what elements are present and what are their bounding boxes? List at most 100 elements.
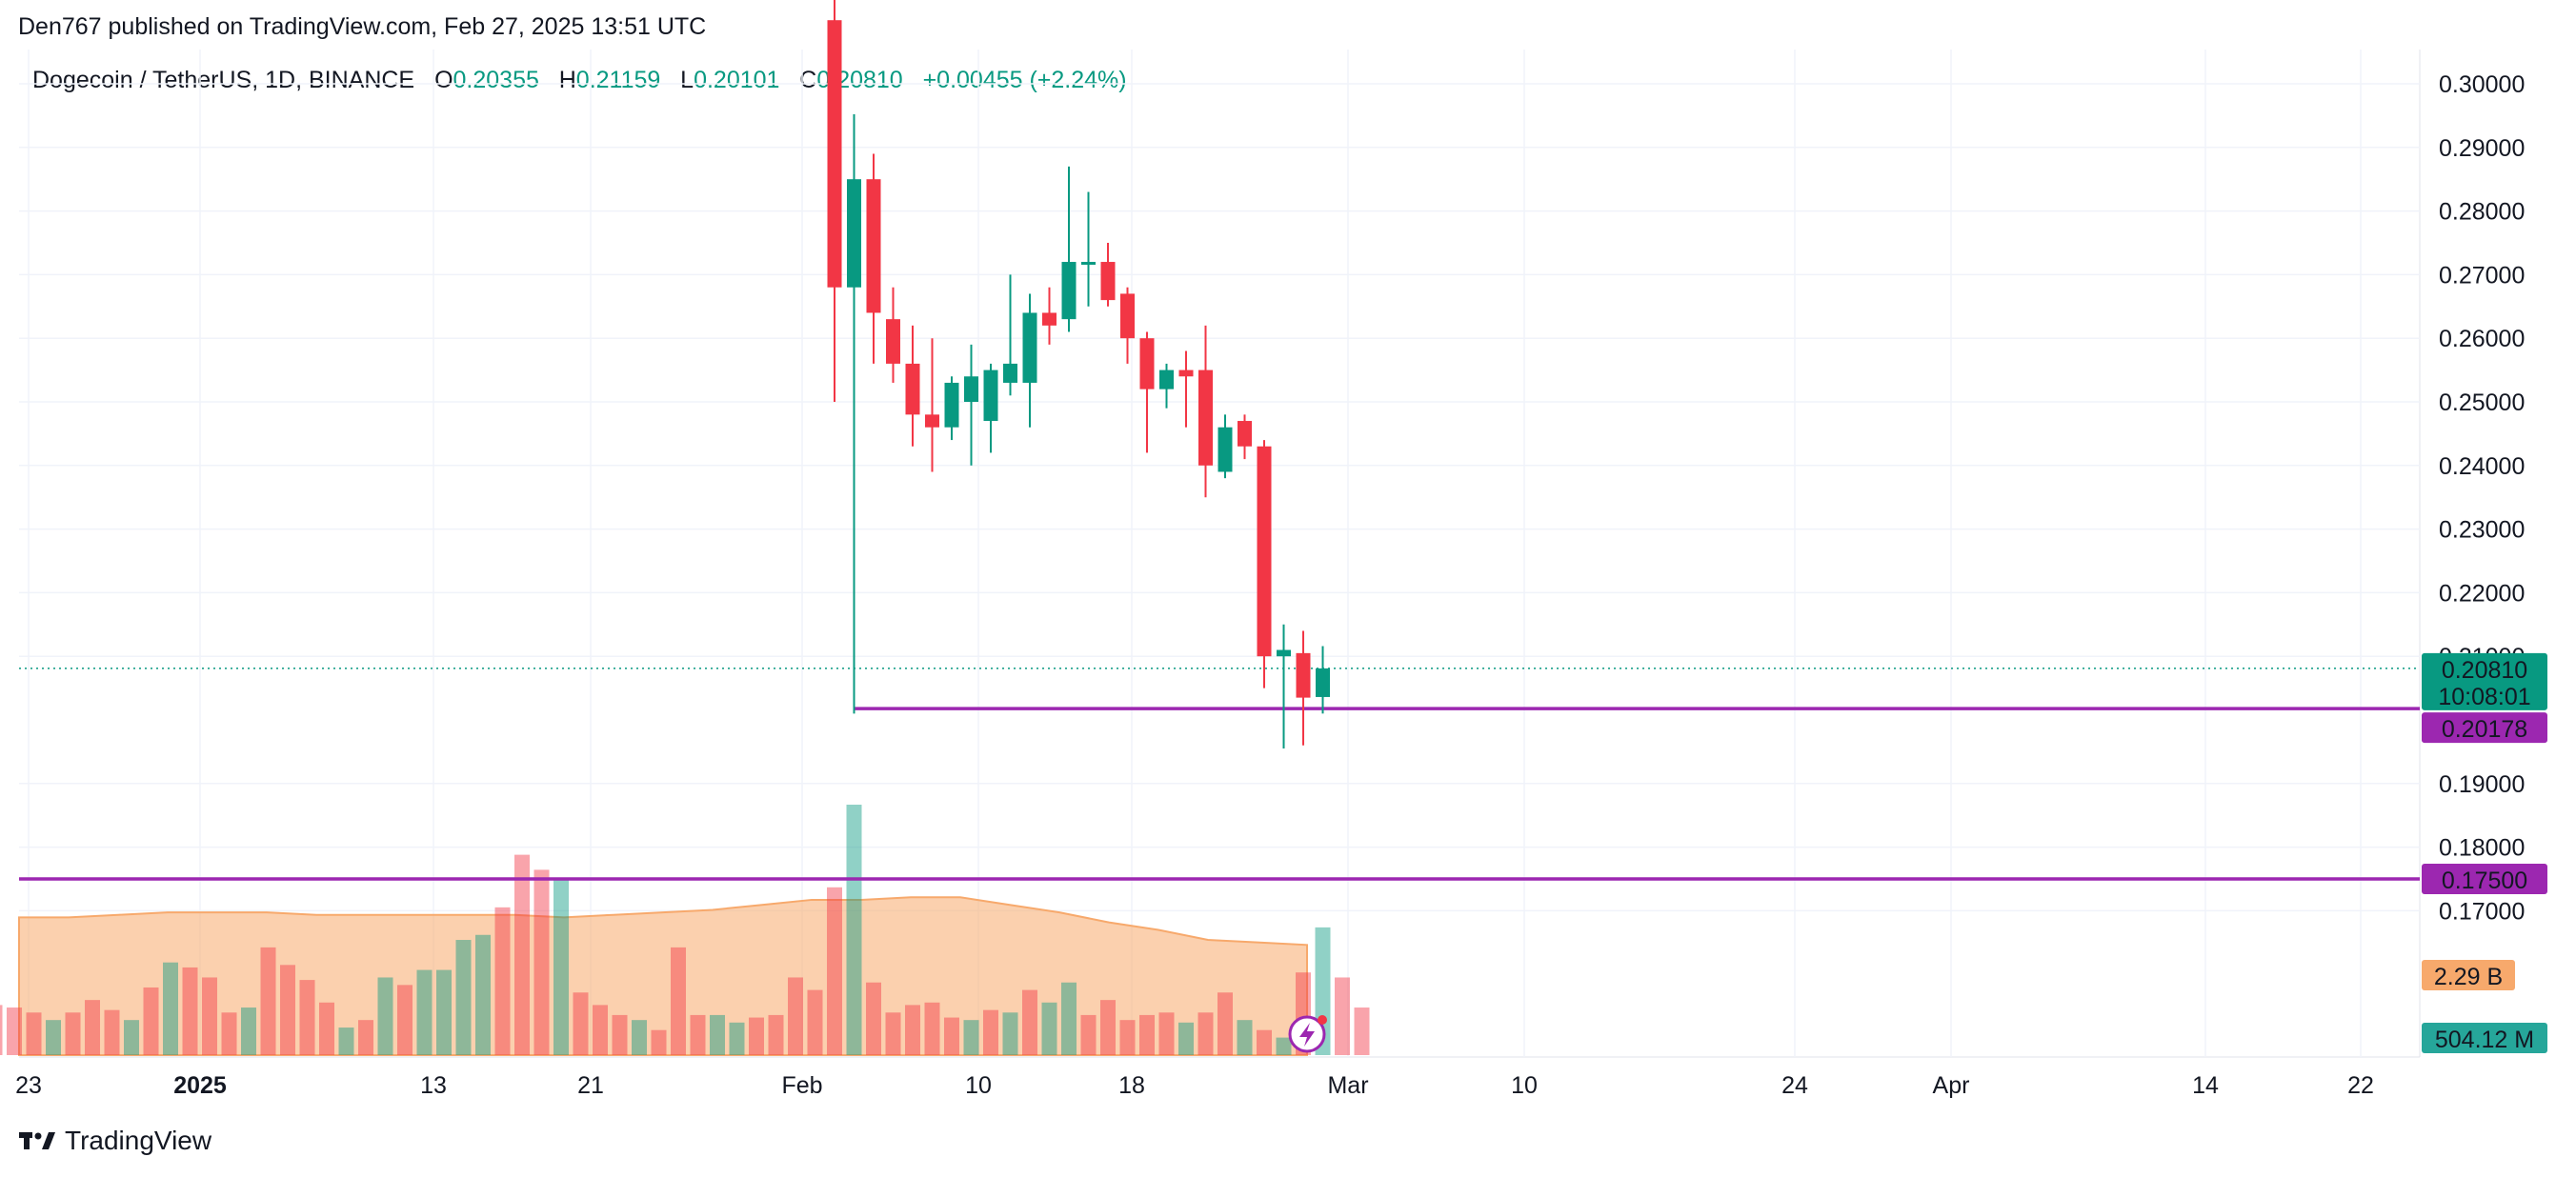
volume-bar <box>885 1012 901 1055</box>
volume-bar <box>651 1029 667 1055</box>
candle-body <box>1238 421 1252 447</box>
volume-bar <box>1080 1014 1097 1055</box>
x-tick-label: 13 <box>420 1072 447 1099</box>
candle-body <box>1100 262 1116 301</box>
volume-bar <box>593 1005 608 1055</box>
volume-bar <box>241 1007 256 1055</box>
volume-bar <box>612 1014 628 1055</box>
volume-bar <box>710 1014 725 1055</box>
x-tick-label: 18 <box>1118 1072 1145 1099</box>
candle-body <box>1316 668 1330 697</box>
y-tick-label: 0.24000 <box>2439 453 2525 480</box>
volume-ma-tag: 2.29 B <box>2422 960 2515 990</box>
volume-bar <box>690 1014 706 1055</box>
low-label: L <box>680 67 694 93</box>
y-tick-label: 0.22000 <box>2439 580 2525 607</box>
volume-bar <box>573 992 589 1055</box>
close-label: C <box>799 67 817 93</box>
volume-bar <box>221 1012 237 1055</box>
volume-bar <box>1158 1012 1175 1055</box>
current-price-tag-text: 10:08:01 <box>2438 684 2530 710</box>
candle-body <box>944 382 959 428</box>
volume-bar <box>1100 1000 1116 1055</box>
volume-bar <box>0 1005 3 1055</box>
volume-bar <box>299 980 315 1055</box>
volume-bar <box>436 969 452 1055</box>
volume-bar <box>807 989 823 1055</box>
x-tick-label: 2025 <box>173 1072 227 1099</box>
level-tag-1-bg <box>2422 712 2547 744</box>
candle-body <box>983 369 998 422</box>
volume-bar <box>1041 1002 1057 1055</box>
high-label: H <box>558 67 576 93</box>
volume-ma-tag-text: 2.29 B <box>2434 964 2503 990</box>
y-tick-label: 0.29000 <box>2439 135 2525 162</box>
candle-body <box>1257 446 1272 657</box>
volume-bar <box>163 962 178 1055</box>
volume-bar <box>338 1027 354 1055</box>
volume-bar <box>963 1020 979 1055</box>
current-price-tag-bg <box>2422 652 2547 710</box>
x-tick-label: Mar <box>1327 1072 1368 1099</box>
low-value: 0.20101 <box>694 67 780 93</box>
volume-bar <box>1139 1014 1155 1055</box>
y-tick-label: 0.23000 <box>2439 517 2525 544</box>
candle-body <box>1022 312 1037 383</box>
volume-ma-tag-bg <box>2422 960 2515 990</box>
candle-body <box>1277 649 1291 657</box>
open-label: O <box>434 67 453 93</box>
volume-bar <box>944 1017 959 1055</box>
volume-bar <box>1061 982 1077 1055</box>
symbol-title[interactable]: Dogecoin / TetherUS, 1D, BINANCE <box>32 67 415 93</box>
level-tag-2-bg <box>2422 864 2547 894</box>
level-tag-2-text: 0.17500 <box>2442 868 2527 894</box>
candle-body <box>1081 262 1096 266</box>
x-tick-label: 21 <box>577 1072 604 1099</box>
volume-bar <box>749 1017 764 1055</box>
x-tick-label: 23 <box>15 1072 42 1099</box>
volume-bar <box>475 934 491 1055</box>
volume-bar <box>143 987 159 1055</box>
candle-body <box>827 20 842 288</box>
brand-name: TradingView <box>65 1126 212 1155</box>
volume-bar <box>7 1007 22 1055</box>
open-value: 0.20355 <box>453 67 539 93</box>
candle-body <box>925 414 939 428</box>
volume-bar <box>866 982 881 1055</box>
event-flash-dot <box>1318 1015 1327 1025</box>
volume-last-tag-bg <box>2422 1023 2547 1053</box>
volume-bar <box>1237 1020 1253 1055</box>
volume-bar <box>632 1020 647 1055</box>
volume-bar <box>768 1014 784 1055</box>
volume-bar <box>553 879 569 1055</box>
level-tag-1-text: 0.20178 <box>2442 716 2527 743</box>
volume-bar <box>1276 1037 1292 1055</box>
y-tick-label: 0.28000 <box>2439 199 2525 226</box>
x-tick-label: Feb <box>781 1072 822 1099</box>
volume-bar <box>280 965 295 1055</box>
volume-bar <box>397 985 413 1055</box>
volume-bar <box>319 1002 334 1055</box>
publisher-header: Den767 published on TradingView.com, Feb… <box>18 13 707 40</box>
volume-bar <box>26 1012 42 1055</box>
volume-bar <box>358 1020 373 1055</box>
candle-body <box>1061 262 1077 320</box>
volume-last-tag: 504.12 M <box>2422 1023 2547 1053</box>
candle-body <box>905 363 920 415</box>
volume-bar <box>104 1009 120 1055</box>
y-tick-label: 0.17000 <box>2439 898 2525 925</box>
x-tick-label: 10 <box>965 1072 992 1099</box>
x-tick-label: 10 <box>1511 1072 1538 1099</box>
current-price-tag-text: 0.20810 <box>2442 657 2527 684</box>
y-tick-label: 0.30000 <box>2439 71 2525 98</box>
candle-body <box>866 179 881 313</box>
candle-body <box>1296 652 1311 698</box>
y-tick-label: 0.19000 <box>2439 771 2525 798</box>
y-tick-label: 0.27000 <box>2439 262 2525 289</box>
tradingview-brand[interactable]: TradingView <box>19 1126 211 1156</box>
volume-bar <box>1335 977 1350 1055</box>
volume-bar <box>65 1012 81 1055</box>
y-tick-label: 0.26000 <box>2439 326 2525 352</box>
